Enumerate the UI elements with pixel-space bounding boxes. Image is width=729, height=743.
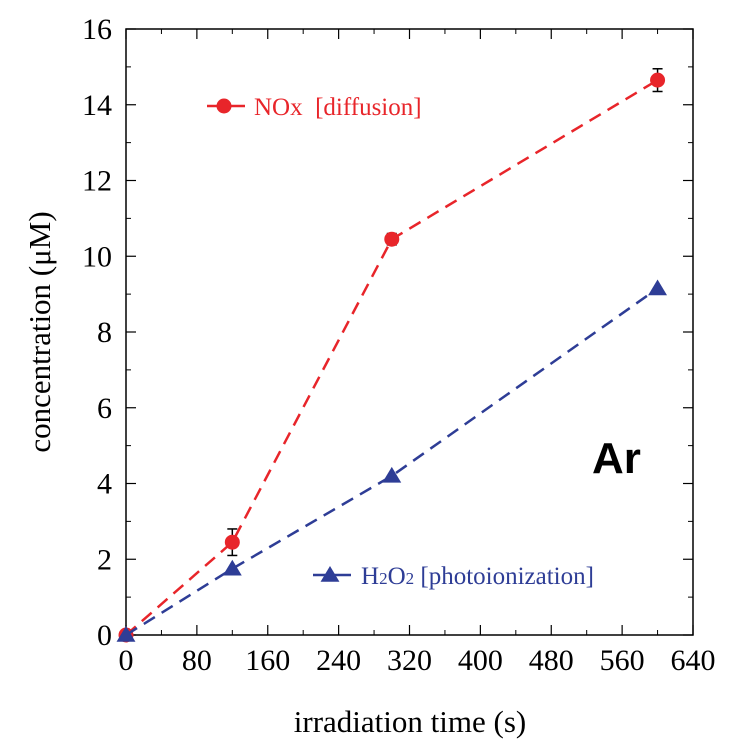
x-tick-label: 240 — [316, 644, 361, 677]
legend-label-nox: NOx [diffusion] — [254, 94, 422, 121]
y-tick-labels: 0 2 4 6 8 10 12 14 16 — [82, 13, 112, 652]
legend: NOx [diffusion]H2O2 [photoionization] — [207, 94, 594, 590]
x-tick-label: 320 — [387, 644, 432, 677]
series-layer — [116, 68, 668, 643]
legend-label-h2o2: H2O2 [photoionization] — [361, 563, 594, 590]
data-point — [224, 534, 240, 550]
legend-marker — [216, 98, 232, 114]
series-nox — [118, 68, 666, 643]
x-tick-label: 560 — [600, 644, 645, 677]
x-axis-title: irradiation time (s) — [294, 704, 526, 739]
legend-marker — [320, 566, 340, 582]
data-point — [648, 279, 668, 296]
y-tick-label: 16 — [82, 13, 112, 46]
data-point — [222, 559, 242, 576]
y-tick-label: 0 — [97, 619, 112, 652]
series-line — [125, 79, 659, 636]
y-tick-label: 8 — [97, 316, 112, 349]
data-point — [384, 231, 400, 247]
x-tick-label: 0 — [119, 644, 134, 677]
legend-text-part: O — [388, 563, 406, 590]
legend-item-nox: NOx [diffusion] — [207, 94, 422, 121]
y-axis-title: concentration (μM) — [22, 211, 57, 452]
y-tick-label: 2 — [97, 543, 112, 576]
legend-item-h2o2: H2O2 [photoionization] — [313, 563, 594, 590]
x-tick-label: 160 — [245, 644, 290, 677]
y-tick-label: 4 — [97, 468, 112, 501]
legend-text-part: H — [361, 563, 379, 590]
x-tick-label: 640 — [671, 644, 716, 677]
series-h2o2 — [116, 279, 668, 642]
x-tick-label: 480 — [529, 644, 574, 677]
series-line — [125, 287, 659, 637]
data-point — [116, 626, 136, 642]
legend-subscript: 2 — [379, 569, 388, 588]
y-tick-label: 10 — [82, 240, 112, 273]
y-tick-label: 12 — [82, 165, 112, 198]
legend-text-part: [photoionization] — [414, 563, 594, 590]
annotation-ar: Ar — [592, 434, 641, 483]
x-tick-label: 400 — [458, 644, 503, 677]
y-tick-label: 6 — [97, 392, 112, 425]
legend-subscript: 2 — [406, 569, 415, 588]
x-tick-labels: 0 80 160 240 320 400 480 560 640 — [119, 644, 716, 677]
data-point — [650, 72, 666, 88]
x-tick-label: 80 — [182, 644, 212, 677]
axis-ticks — [125, 28, 694, 636]
y-tick-label: 14 — [82, 89, 112, 122]
data-point — [382, 466, 402, 483]
